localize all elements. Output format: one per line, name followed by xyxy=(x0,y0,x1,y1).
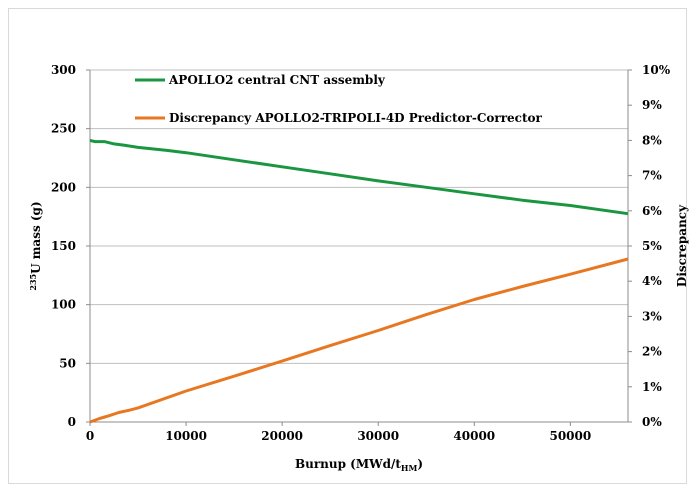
grid-lines xyxy=(90,69,628,364)
y-right-tick-label: 10% xyxy=(642,63,671,77)
x-tick-label: 30000 xyxy=(357,429,399,443)
y-left-tick-label: 50 xyxy=(59,356,76,370)
x-axis-title-main: Burnup (MWd/t xyxy=(295,457,401,471)
x-axis-title-close: ) xyxy=(417,457,423,471)
y-right-axis-title: Discrepancy xyxy=(675,204,689,287)
y-right-tick-label: 7% xyxy=(642,169,662,183)
y-right-tick-label: 8% xyxy=(642,133,662,147)
y-left-tick-label: 0 xyxy=(68,415,76,429)
y-left-tick-label: 200 xyxy=(51,180,76,194)
x-tick-label: 0 xyxy=(86,429,94,443)
x-tick-label: 10000 xyxy=(165,429,207,443)
series-line-0 xyxy=(89,138,629,216)
y-right-tick-label: 0% xyxy=(642,415,662,429)
y-right-tick-label: 2% xyxy=(642,345,662,359)
y-right-tick-label: 4% xyxy=(642,274,662,288)
y-left-axis-title-main: U mass (g) xyxy=(29,201,43,274)
series-lines xyxy=(89,138,629,424)
y-left-axis-title-sup: 235 xyxy=(28,274,38,291)
y-left-tick-label: 100 xyxy=(51,298,76,312)
y-left-axis-title: 235U mass (g) xyxy=(28,201,43,290)
y-left-tick-label: 300 xyxy=(51,63,76,77)
x-tick-label: 20000 xyxy=(261,429,303,443)
legend-label-0: APOLLO2 central CNT assembly xyxy=(168,73,386,87)
y-right-tick-label: 9% xyxy=(642,98,662,112)
x-axis-title-sub: HM xyxy=(401,463,418,473)
x-axis-title: Burnup (MWd/tHM) xyxy=(295,457,423,473)
y-right-tick-label: 6% xyxy=(642,204,662,218)
x-tick-label: 50000 xyxy=(549,429,591,443)
y-left-tick-label: 150 xyxy=(51,239,76,253)
y-left-tick-label: 250 xyxy=(51,122,76,136)
legend: APOLLO2 central CNT assembly Discrepancy … xyxy=(135,73,543,125)
x-tick-label: 40000 xyxy=(453,429,495,443)
axis-labels: Burnup (MWd/tHM) 235U mass (g) Discrepancy xyxy=(28,201,689,473)
legend-label-1: Discrepancy APOLLO2-TRIPOLI-4D Predictor… xyxy=(169,111,543,125)
y-right-tick-label: 5% xyxy=(642,239,662,253)
series-line-1 xyxy=(89,257,629,424)
axes: 0 50 100 150 200 250 300 0% 1% 2% 3% 4% 5% 6% 7% 8% 9% 10… xyxy=(51,63,671,443)
y-right-tick-label: 3% xyxy=(642,309,662,323)
y-right-tick-label: 1% xyxy=(642,380,662,394)
